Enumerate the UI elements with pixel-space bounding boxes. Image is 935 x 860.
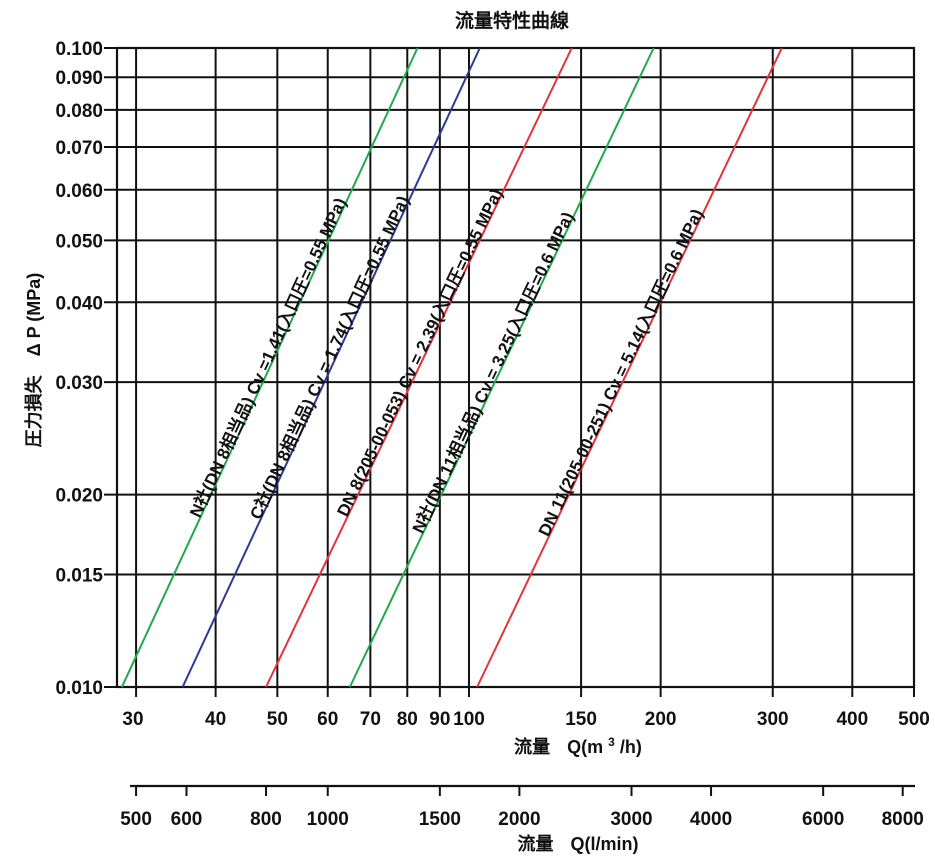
x-tick-label: 70 [360,709,381,730]
x2-tick-label: 500 [120,809,152,830]
x-axis-title-prefix: 流量 [514,736,550,757]
secondary-axis: 500 600 800 1000 1500 2000 3000 4000 6000 8000 [120,784,924,830]
series-line [348,47,655,688]
x-tick-label: 200 [645,709,677,730]
x2-axis-title-prefix: 流量 [517,833,553,854]
y-tick-label: 0.090 [55,68,103,89]
series-line [476,47,783,688]
series-label: N社(DN 11相当品) Cv = 3.25(入口圧=0.6 MPa) [408,209,578,537]
x-axis-title-suffix: /h) [620,737,642,757]
y-tick-label: 0.100 [55,39,103,60]
y-axis-title: 圧力損失 Δ P (MPa) [23,273,44,448]
y-tick-labels: 0.010 0.015 0.020 0.030 0.040 0.050 0.060 0.070… [55,39,103,699]
x2-axis-title: 流量 Q(l/min) [517,833,638,854]
x-axis-title-sup: 3 [608,735,615,749]
x2-tick-label: 600 [171,809,203,830]
x-tick-label: 30 [122,709,143,730]
x2-tick-label: 800 [250,809,282,830]
y-tick-label: 0.080 [55,101,103,122]
x2-axis-title-main: Q(l/min) [571,834,639,854]
x2-tick-label: 2000 [498,809,540,830]
series-layer: N社(DN 8相当品) Cv =1.41(入口圧=0.55 MPa)C社(DN … [120,47,783,688]
x-tick-label: 80 [397,709,418,730]
x2-tick-label: 4000 [690,809,732,830]
x-tick-label: 40 [205,709,226,730]
x-tick-label: 50 [267,709,288,730]
plot-frame [115,46,916,689]
y-axis-title-main: Δ P (MPa) [24,273,44,357]
x-axis-title: 流量 Q(m 3 /h) [514,730,642,757]
series-line [181,47,481,688]
y-tick-label: 0.050 [55,231,103,252]
x-tick-label: 90 [429,709,450,730]
grid [104,46,916,697]
x-tick-label: 150 [565,709,597,730]
x2-tick-label: 8000 [882,809,924,830]
x-tick-label: 100 [453,709,485,730]
x-tick-label: 60 [317,709,338,730]
series-label: DN 8(205-00-053) Cv = 2.39(入口圧=0.55 MPa) [333,186,506,520]
series-label: DN 11(205-00-251) Cv = 5.14(入口圧=0.6 MPa) [535,206,707,539]
chart-title: 流量特性曲線 [455,9,569,32]
y-tick-label: 0.040 [55,293,103,314]
y-tick-label: 0.030 [55,373,103,394]
y-tick-label: 0.020 [55,486,103,507]
x-tick-labels: 30 40 50 60 70 80 90 100 150 200 300 400 500 [122,709,929,730]
series-line [265,47,573,688]
x2-tick-label: 1000 [307,809,349,830]
x-tick-label: 400 [836,709,868,730]
series-line [120,47,419,688]
x2-tick-label: 6000 [802,809,844,830]
x2-tick-label: 1500 [419,809,461,830]
x-tick-label: 300 [757,709,789,730]
y-tick-label: 0.015 [55,565,103,586]
y-tick-label: 0.070 [55,138,103,159]
y-tick-label: 0.010 [55,678,103,699]
y-tick-label: 0.060 [55,181,103,202]
x2-tick-label: 3000 [610,809,652,830]
x-axis-title-main: Q(m [567,737,603,757]
y-axis-title-prefix: 圧力損失 [23,374,44,447]
x-tick-label: 500 [898,709,930,730]
